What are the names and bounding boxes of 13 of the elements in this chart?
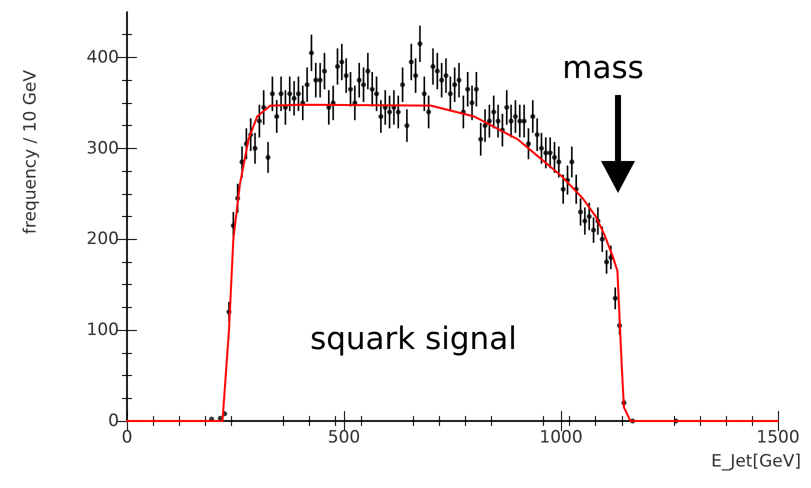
- y-tick-label: 400: [86, 47, 119, 68]
- x-tick-label: 1000: [539, 428, 583, 448]
- y-axis-title: frequency / 10 GeV: [20, 70, 40, 234]
- y-tick-label: 100: [86, 320, 119, 340]
- x-tick-label: 1500: [756, 428, 800, 448]
- annotation: mass: [562, 50, 644, 86]
- x-tick-label: 500: [328, 428, 360, 448]
- x-axis-title: E_Jet[GeV]: [711, 452, 801, 472]
- y-tick-label: 200: [86, 229, 119, 250]
- y-tick-label: 300: [86, 138, 119, 158]
- y-tick-label: 0: [108, 411, 119, 431]
- annotation: squark signal: [310, 321, 517, 358]
- x-tick-label: 0: [122, 428, 132, 448]
